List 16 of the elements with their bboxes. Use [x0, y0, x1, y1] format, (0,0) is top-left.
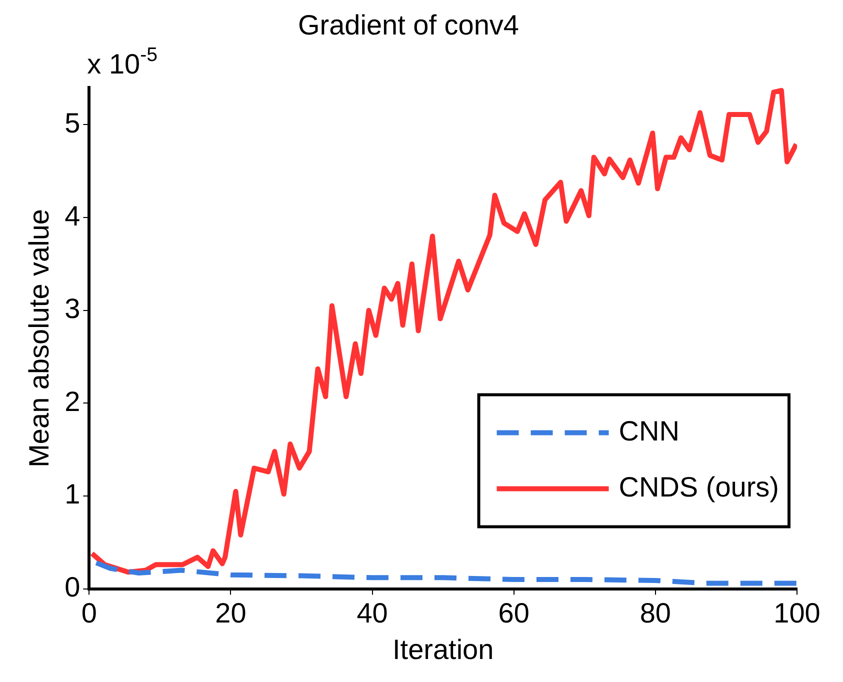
chart-title: Gradient of conv4 — [298, 10, 520, 41]
y-tick-label: 3 — [64, 293, 80, 324]
y-tick-label: 1 — [64, 478, 80, 510]
legend-label: CNN — [618, 416, 680, 447]
y-tick-label: 5 — [64, 107, 80, 138]
x-tick-label: 100 — [774, 597, 820, 628]
y-tick-label: 4 — [64, 200, 80, 232]
legend-label: CNDS (ours) — [618, 472, 779, 503]
y-tick-label: 0 — [64, 572, 80, 603]
y-tick-label: 2 — [64, 386, 80, 417]
x-tick-label: 40 — [356, 597, 388, 628]
x-tick-label: 80 — [640, 597, 672, 628]
y-axis-title: Mean absolute value — [24, 208, 55, 468]
x-tick-label: 20 — [215, 597, 246, 628]
x-axis-title: Iteration — [392, 634, 494, 665]
x-tick-label: 60 — [498, 597, 530, 628]
